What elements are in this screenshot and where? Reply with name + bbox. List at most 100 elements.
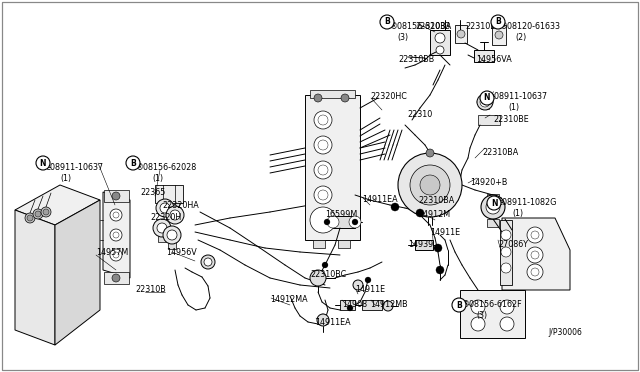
Polygon shape [55, 200, 100, 345]
Circle shape [380, 15, 394, 29]
Circle shape [527, 247, 543, 263]
Text: 22310B: 22310B [135, 285, 166, 294]
Bar [104, 190, 129, 202]
Text: 22310BA: 22310BA [415, 22, 451, 31]
Bar [430, 30, 450, 55]
Circle shape [318, 190, 328, 200]
Polygon shape [15, 210, 55, 345]
Circle shape [471, 317, 485, 331]
Text: 14908: 14908 [342, 300, 367, 309]
Bar [338, 240, 350, 248]
Circle shape [416, 209, 424, 217]
Circle shape [501, 247, 511, 257]
Circle shape [310, 270, 326, 286]
Bar [460, 290, 525, 338]
Bar [415, 240, 433, 250]
Circle shape [314, 94, 322, 102]
Circle shape [110, 229, 122, 241]
Text: 16599M: 16599M [325, 210, 357, 219]
Text: 22310BE: 22310BE [493, 115, 529, 124]
Circle shape [314, 136, 332, 154]
Circle shape [434, 244, 442, 252]
Circle shape [527, 264, 543, 280]
Text: ®08156-62028: ®08156-62028 [136, 163, 197, 172]
Text: B: B [495, 17, 501, 26]
Circle shape [33, 209, 43, 219]
Text: ®08156-6162F: ®08156-6162F [462, 300, 523, 309]
Text: N: N [491, 199, 497, 208]
Text: 27086Y: 27086Y [498, 240, 528, 249]
Circle shape [487, 196, 501, 210]
Text: 14920+B: 14920+B [470, 178, 508, 187]
Circle shape [110, 209, 122, 221]
Circle shape [310, 207, 336, 233]
Circle shape [318, 115, 328, 125]
Text: 14912MB: 14912MB [370, 300, 408, 309]
Circle shape [495, 31, 503, 39]
Text: 22310BA: 22310BA [465, 22, 501, 31]
Circle shape [500, 300, 514, 314]
Circle shape [113, 232, 119, 238]
Circle shape [353, 280, 363, 290]
Circle shape [327, 216, 339, 228]
Circle shape [501, 230, 511, 240]
Bar [168, 241, 176, 249]
Circle shape [126, 156, 140, 170]
Text: 22310: 22310 [407, 110, 432, 119]
Bar [455, 25, 467, 43]
Text: (1): (1) [152, 174, 163, 183]
Text: (2): (2) [515, 33, 526, 42]
Circle shape [167, 230, 177, 240]
Bar [478, 115, 500, 125]
Bar [340, 300, 355, 310]
Circle shape [481, 195, 505, 219]
Circle shape [501, 263, 511, 273]
Text: 22365: 22365 [140, 188, 165, 197]
Text: 14956V: 14956V [166, 248, 196, 257]
Bar [487, 219, 499, 227]
Circle shape [41, 207, 51, 217]
Text: 14911EA: 14911EA [362, 195, 397, 204]
Circle shape [324, 219, 330, 225]
Text: 22310BC: 22310BC [310, 270, 346, 279]
Text: é08911-10637: é08911-10637 [46, 163, 104, 172]
Text: 22320H: 22320H [150, 213, 181, 222]
Text: (1): (1) [512, 209, 523, 218]
Bar [492, 25, 506, 45]
Text: 22310BA: 22310BA [418, 196, 454, 205]
Circle shape [410, 165, 450, 205]
Circle shape [477, 94, 493, 110]
Circle shape [349, 216, 361, 228]
Text: 14912M: 14912M [418, 210, 450, 219]
Circle shape [112, 274, 120, 282]
Bar [104, 272, 129, 284]
Circle shape [341, 94, 349, 102]
Circle shape [112, 192, 120, 200]
Circle shape [170, 210, 180, 220]
Bar [158, 234, 166, 242]
Circle shape [491, 15, 505, 29]
Circle shape [531, 268, 539, 276]
Circle shape [436, 266, 444, 274]
Bar [426, 153, 434, 165]
Circle shape [153, 219, 171, 237]
Text: (1): (1) [60, 174, 71, 183]
Circle shape [113, 252, 119, 258]
Text: 14957M: 14957M [96, 248, 128, 257]
Text: 14956VA: 14956VA [476, 55, 512, 64]
Circle shape [457, 30, 465, 38]
Text: 14911E: 14911E [430, 228, 460, 237]
Circle shape [314, 161, 332, 179]
Circle shape [314, 186, 332, 204]
Text: B: B [130, 158, 136, 167]
Circle shape [322, 262, 328, 268]
Circle shape [391, 203, 399, 211]
Circle shape [318, 165, 328, 175]
Circle shape [113, 212, 119, 218]
Text: 22310BA: 22310BA [482, 148, 518, 157]
Text: N: N [40, 158, 46, 167]
Circle shape [398, 153, 462, 217]
Text: B: B [456, 301, 462, 310]
Circle shape [527, 227, 543, 243]
Bar [487, 194, 499, 202]
